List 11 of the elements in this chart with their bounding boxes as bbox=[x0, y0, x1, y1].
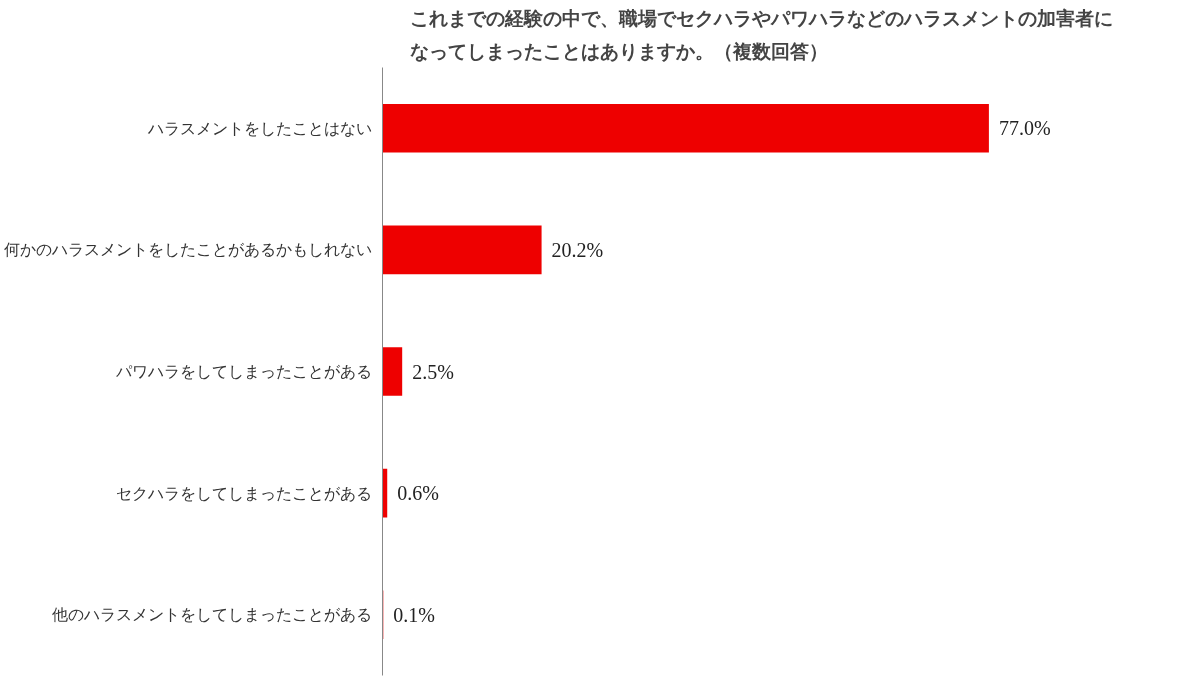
y-tick-label: ハラスメントをしたことはない bbox=[146, 118, 372, 138]
data-label: 20.2% bbox=[551, 238, 604, 261]
data-label: 0.6% bbox=[397, 482, 439, 505]
data-label: 77.0% bbox=[998, 117, 1051, 140]
y-tick-label: 他のハラスメントをしてしまったことがある bbox=[51, 605, 372, 625]
y-tick-label: 何かのハラスメントをしたことがあるかもしれない bbox=[3, 240, 372, 260]
chart-title: これまでの経験の中で、職場でセクハラやパワハラなどのハラスメントの加害者になってしまったことはありますか。（複数回答） bbox=[410, 7, 1113, 63]
y-tick-label: セクハラをしてしまったことがある bbox=[115, 483, 372, 503]
data-label: 2.5% bbox=[412, 360, 454, 383]
data-label: 0.1% bbox=[393, 603, 435, 626]
y-tick-label: パワハラをしてしまったことがある bbox=[114, 362, 372, 381]
